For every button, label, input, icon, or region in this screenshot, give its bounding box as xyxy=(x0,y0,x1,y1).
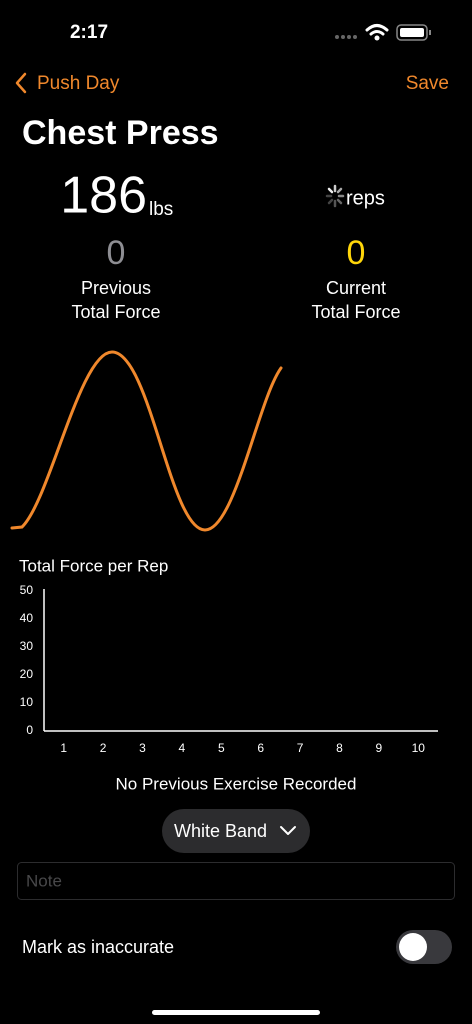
y-tick-label: 10 xyxy=(20,695,34,709)
back-chevron[interactable] xyxy=(15,72,27,94)
back-label[interactable]: Push Day xyxy=(37,73,120,94)
x-tick-label: 5 xyxy=(218,741,225,755)
x-tick-label: 7 xyxy=(297,741,304,755)
toggle-knob[interactable] xyxy=(399,933,427,961)
y-tick-label: 50 xyxy=(20,583,34,597)
x-tick-label: 6 xyxy=(257,741,264,755)
x-tick-label: 2 xyxy=(100,741,107,755)
wifi-dot xyxy=(374,35,380,41)
force-curve xyxy=(10,350,283,532)
toggle[interactable] xyxy=(396,930,452,964)
chart-title: Total Force per Rep xyxy=(19,556,168,575)
band-button[interactable] xyxy=(162,809,310,853)
x-tick-label: 3 xyxy=(139,741,146,755)
note-field[interactable]: Note xyxy=(17,862,455,900)
home-indicator xyxy=(152,1010,320,1015)
signal xyxy=(335,35,357,39)
time: 2:17 xyxy=(70,22,108,43)
spinner xyxy=(325,184,345,208)
current-force-value: 0 xyxy=(347,234,366,272)
y-tick-label: 0 xyxy=(26,723,33,737)
battery-level xyxy=(400,28,424,37)
save-button[interactable]: Save xyxy=(406,73,449,94)
band-chevron[interactable] xyxy=(280,826,296,835)
note-placeholder[interactable]: Note xyxy=(26,871,62,890)
x-tick-label: 4 xyxy=(179,741,186,755)
previous-force-value: 0 xyxy=(107,234,126,272)
x-tick-label: 9 xyxy=(376,741,383,755)
y-tick-label: 40 xyxy=(20,611,34,625)
x-tick-label: 8 xyxy=(336,741,343,755)
current-label: Total Force xyxy=(311,302,400,322)
battery xyxy=(396,24,428,41)
battery-tip xyxy=(429,30,431,35)
toggle-label: Mark as inaccurate xyxy=(22,937,174,957)
empty-message: No Previous Exercise Recorded xyxy=(116,774,357,793)
x-tick-label: 1 xyxy=(60,741,67,755)
band-picker[interactable]: White Band xyxy=(162,809,310,853)
back-button[interactable]: Push Day xyxy=(15,72,120,94)
weight-value: 186 xyxy=(60,167,147,225)
exercise-title: Chest Press xyxy=(22,114,219,152)
rep-chart: 0 10 20 30 40 50 1 2 3 4 5 6 7 8 9 10 xyxy=(20,583,438,755)
previous-label: Previous xyxy=(81,278,151,298)
y-tick-label: 20 xyxy=(20,667,34,681)
reps-unit: reps xyxy=(346,187,385,209)
x-tick-label: 10 xyxy=(412,741,426,755)
weight-unit: lbs xyxy=(149,199,173,220)
wifi-icon xyxy=(365,24,389,36)
previous-label: Total Force xyxy=(71,302,160,322)
band-label[interactable]: White Band xyxy=(174,821,267,841)
y-tick-label: 30 xyxy=(20,639,34,653)
current-label: Current xyxy=(326,278,386,298)
note-box[interactable] xyxy=(17,862,455,900)
